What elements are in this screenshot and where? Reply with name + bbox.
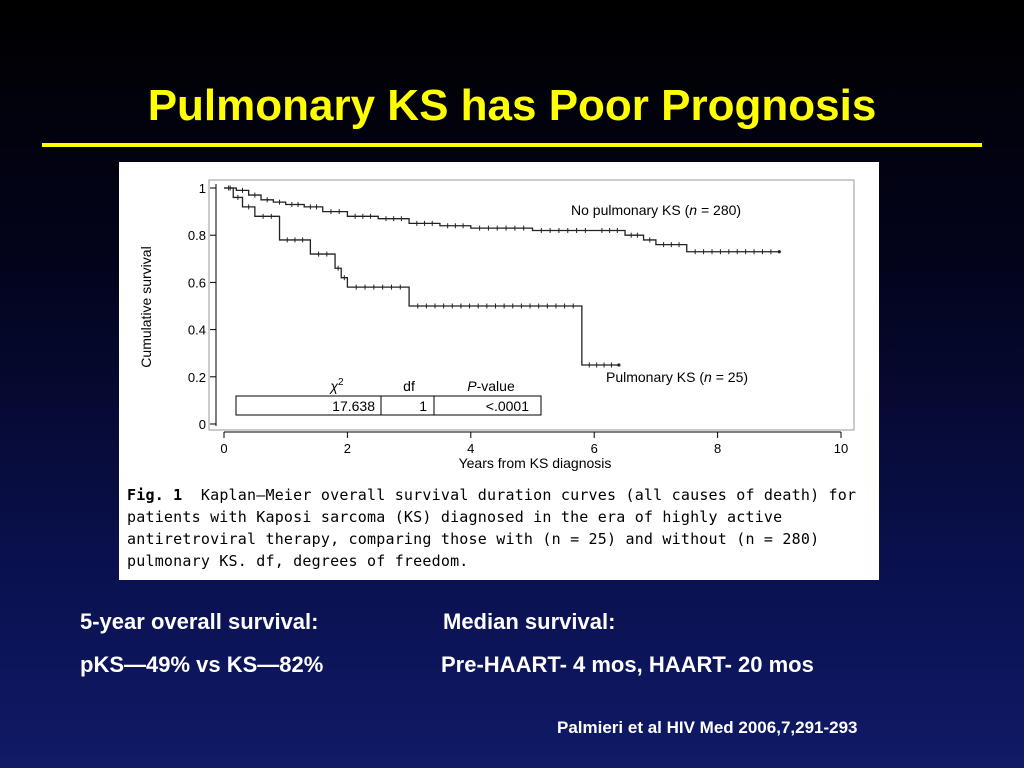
title-underline xyxy=(42,143,982,147)
stats-header-pvalue: P-value xyxy=(467,378,515,394)
series-group xyxy=(224,185,781,368)
y-tick-label: 0.4 xyxy=(188,323,206,338)
x-tick-label: 0 xyxy=(220,441,227,456)
series-line-0 xyxy=(224,187,780,253)
stats-table-box xyxy=(235,395,542,416)
y-tick-label: 0.6 xyxy=(188,275,206,290)
stats-header-df: df xyxy=(403,378,415,394)
legend-no-pulmonary-ks: No pulmonary KS (n = 280) xyxy=(571,202,741,218)
plot-frame xyxy=(208,179,855,431)
km-survival-chart: 0 0.2 0.4 0.6 0.8 1 0 2 4 6 8 10 Cumulative surviv… xyxy=(138,179,855,471)
five-year-survival-label: 5-year overall survival: xyxy=(80,609,319,634)
stats-chi-symbol: χ xyxy=(328,378,338,394)
legend-no-pks-n: n xyxy=(689,202,697,218)
stats-p-letter: P xyxy=(467,378,477,394)
stats-chi-exp: 2 xyxy=(338,377,344,388)
y-tick-label: 0.2 xyxy=(188,370,206,385)
figure-caption-label: Fig. 1 xyxy=(127,486,183,504)
series-line-1 xyxy=(224,187,619,366)
stats-header-chi: χ2 xyxy=(328,377,344,394)
x-axis: 0 2 4 6 8 10 xyxy=(220,431,848,456)
stats-value-df: 1 xyxy=(419,398,427,414)
x-axis-title: Years from KS diagnosis xyxy=(459,455,612,471)
y-axis: 0 0.2 0.4 0.6 0.8 1 xyxy=(188,181,217,432)
five-year-survival-value: pKS—49% vs KS—82% xyxy=(80,652,324,677)
median-survival-value: Pre-HAART- 4 mos, HAART- 20 mos xyxy=(441,652,814,677)
series-1-end-point xyxy=(617,363,621,367)
x-tick-label: 4 xyxy=(467,441,474,456)
x-tick-label: 6 xyxy=(591,441,598,456)
y-tick-label: 1 xyxy=(199,181,206,196)
y-tick-label: 0 xyxy=(199,417,206,432)
stats-table: χ2 df P-value 17.638 1 <.0001 xyxy=(235,377,542,416)
figure-caption-text: Kaplan–Meier overall survival duration c… xyxy=(127,486,857,570)
stats-value-chi: 17.638 xyxy=(332,398,375,414)
x-tick-label: 2 xyxy=(344,441,351,456)
slide-title: Pulmonary KS has Poor Prognosis xyxy=(147,81,877,130)
legend-no-pks-suffix: = 280) xyxy=(697,202,741,218)
legend-pks-suffix: = 25) xyxy=(712,369,748,385)
figure-caption: Fig. 1 Kaplan–Meier overall survival dur… xyxy=(127,484,872,572)
x-tick-label: 10 xyxy=(834,441,848,456)
stats-p-rest: -value xyxy=(477,378,515,394)
y-tick-label: 0.8 xyxy=(188,228,206,243)
y-axis-title: Cumulative survival xyxy=(138,246,154,367)
figure-panel: 0 0.2 0.4 0.6 0.8 1 0 2 4 6 8 10 Cumulative surviv… xyxy=(119,162,879,580)
stats-value-pvalue: <.0001 xyxy=(486,398,529,414)
legend-pks-n: n xyxy=(704,369,712,385)
x-tick-label: 8 xyxy=(714,441,721,456)
citation: Palmieri et al HIV Med 2006,7,291-293 xyxy=(557,718,858,737)
series-0-end-point xyxy=(777,250,781,254)
median-survival-label: Median survival: xyxy=(443,609,616,634)
legend-pks-prefix: Pulmonary KS ( xyxy=(606,369,704,385)
legend-pulmonary-ks: Pulmonary KS (n = 25) xyxy=(606,369,748,385)
legend-no-pks-prefix: No pulmonary KS ( xyxy=(571,202,690,218)
